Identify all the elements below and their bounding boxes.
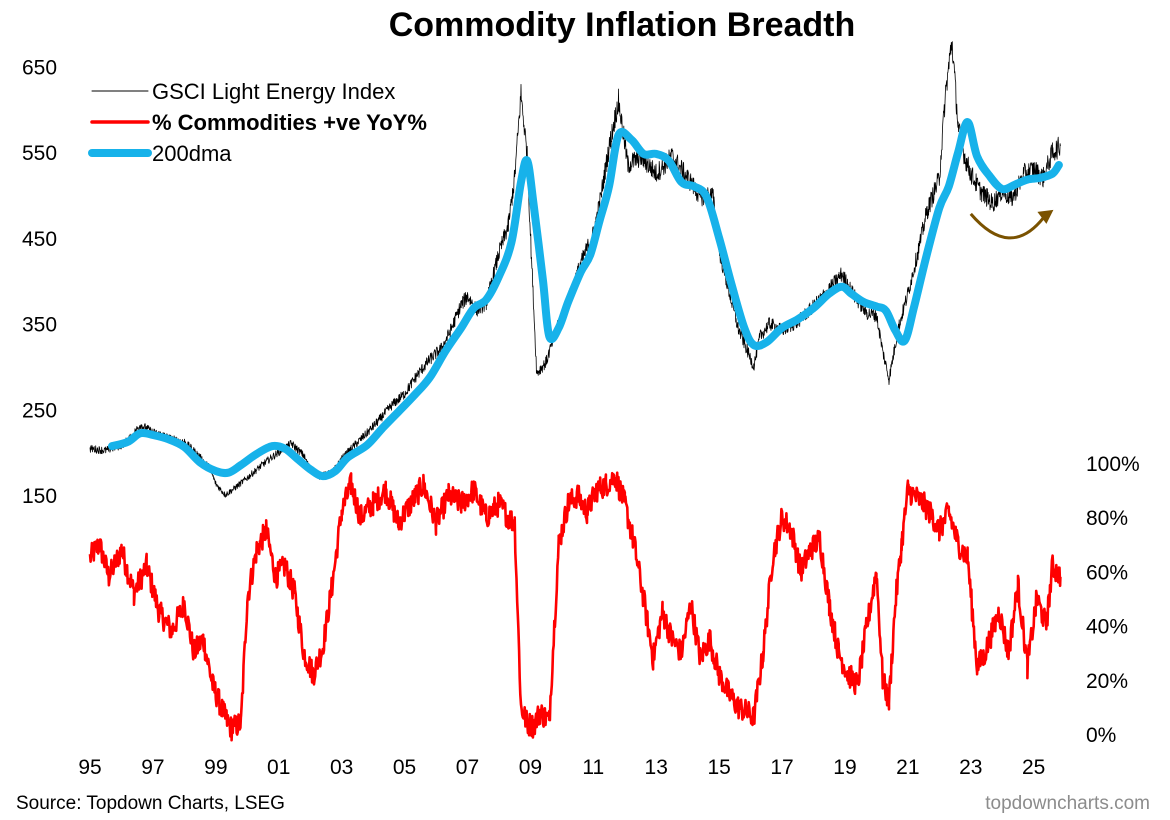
right-tick-label: 100% — [1086, 453, 1140, 476]
left-tick-label: 350 — [22, 314, 57, 337]
x-tick-label: 13 — [645, 756, 668, 779]
dma-series-line — [108, 118, 1063, 481]
watermark: topdowncharts.com — [985, 793, 1150, 814]
chart-legend: GSCI Light Energy Index % Commodities +ve… — [88, 79, 427, 166]
left-tick-label: 450 — [22, 228, 57, 251]
left-tick-label: 150 — [22, 485, 57, 508]
left-tick-label: 650 — [22, 56, 57, 79]
x-tick-label: 15 — [707, 756, 730, 779]
breadth-series-line — [88, 471, 1062, 742]
right-tick-label: 20% — [1086, 670, 1128, 693]
x-tick-label: 23 — [959, 756, 982, 779]
arrow-head — [1037, 209, 1054, 224]
x-axis-ticks: 95 97 99 01 03 05 07 09 11 13 15 17 19 21 23 25 — [78, 756, 1045, 779]
x-tick-label: 17 — [770, 756, 793, 779]
x-tick-label: 05 — [393, 756, 416, 779]
left-tick-label: 550 — [22, 142, 57, 165]
right-tick-label: 40% — [1086, 616, 1128, 639]
x-tick-label: 09 — [519, 756, 542, 779]
left-axis-ticks: 150 250 350 450 550 650 — [22, 56, 57, 508]
x-tick-label: 95 — [78, 756, 101, 779]
legend-label-dma: 200dma — [152, 141, 232, 166]
right-tick-label: 80% — [1086, 507, 1128, 530]
legend-label-breadth: % Commodities +ve YoY% — [152, 110, 427, 135]
plot-area — [88, 41, 1063, 742]
legend-label-energy: GSCI Light Energy Index — [152, 79, 395, 104]
x-tick-label: 07 — [456, 756, 479, 779]
chart-title: Commodity Inflation Breadth — [389, 6, 856, 44]
x-tick-label: 25 — [1022, 756, 1045, 779]
x-tick-label: 19 — [833, 756, 856, 779]
right-tick-label: 60% — [1086, 561, 1128, 584]
left-tick-label: 250 — [22, 399, 57, 422]
source-note: Source: Topdown Charts, LSEG — [16, 793, 285, 814]
x-tick-label: 99 — [204, 756, 227, 779]
right-axis-ticks: 0% 20% 40% 60% 80% 100% — [1086, 453, 1140, 747]
right-tick-label: 0% — [1086, 724, 1116, 747]
x-tick-label: 01 — [267, 756, 290, 779]
x-tick-label: 11 — [582, 756, 604, 779]
x-tick-label: 03 — [330, 756, 353, 779]
curved-arrow-annotation — [969, 212, 1045, 240]
x-tick-label: 97 — [141, 756, 164, 779]
x-tick-label: 21 — [896, 756, 919, 779]
